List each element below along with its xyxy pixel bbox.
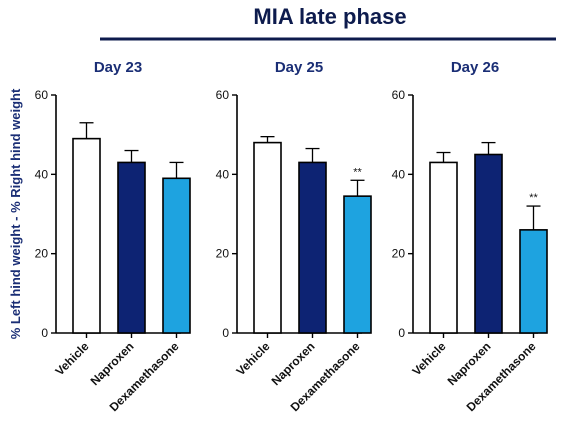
- panel-title: Day 23: [94, 59, 142, 76]
- y-tick-label: 20: [392, 247, 406, 261]
- panels: Day 230204060VehicleNaproxenDexamethason…: [35, 59, 548, 414]
- x-tick-label: Vehicle: [233, 339, 272, 378]
- significance-marker: **: [529, 192, 538, 204]
- bar-dexamethasone: [162, 177, 191, 334]
- panel-title: Day 25: [275, 59, 323, 76]
- panel-2: Day 250204060VehicleNaproxen**Dexamethas…: [216, 59, 372, 414]
- bar-vehicle: [72, 137, 101, 334]
- y-tick-label: 40: [392, 167, 406, 181]
- bar-naproxen: [474, 153, 503, 334]
- panel-1: Day 230204060VehicleNaproxenDexamethason…: [35, 59, 191, 414]
- panel-title: Day 26: [451, 59, 499, 76]
- bar-naproxen: [117, 161, 146, 334]
- y-tick-label: 20: [216, 247, 230, 261]
- y-tick-label: 40: [35, 167, 49, 181]
- y-tick-label: 40: [216, 167, 230, 181]
- y-tick-label: 60: [392, 88, 406, 102]
- y-tick-label: 60: [216, 88, 230, 102]
- chart-title: MIA late phase: [253, 4, 406, 29]
- bar-vehicle: [253, 141, 282, 334]
- significance-marker: **: [353, 166, 362, 178]
- bar-dexamethasone: [343, 195, 372, 334]
- panel-3: Day 260204060VehicleNaproxen**Dexamethas…: [392, 59, 548, 414]
- y-tick-label: 0: [222, 326, 229, 340]
- bar-vehicle: [429, 161, 458, 334]
- bar-dexamethasone: [519, 229, 548, 334]
- y-tick-label: 0: [398, 326, 405, 340]
- y-tick-label: 0: [41, 326, 48, 340]
- y-tick-label: 20: [35, 247, 49, 261]
- bar-naproxen: [298, 161, 327, 334]
- y-axis-label: % Left hind weight - % Right hind weight: [8, 88, 23, 339]
- y-tick-label: 60: [35, 88, 49, 102]
- x-tick-label: Vehicle: [52, 339, 91, 378]
- x-tick-label: Vehicle: [409, 339, 448, 378]
